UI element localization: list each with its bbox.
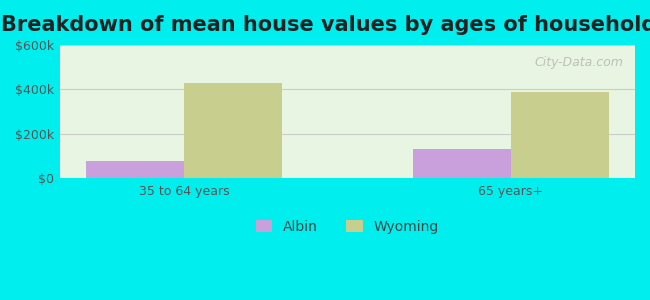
Legend: Albin, Wyoming: Albin, Wyoming xyxy=(250,214,445,239)
Bar xyxy=(511,92,609,178)
Bar xyxy=(184,82,282,178)
Bar xyxy=(86,161,184,178)
Text: City-Data.com: City-Data.com xyxy=(534,56,623,68)
Bar xyxy=(413,148,511,178)
Title: Breakdown of mean house values by ages of householders: Breakdown of mean house values by ages o… xyxy=(1,15,650,35)
